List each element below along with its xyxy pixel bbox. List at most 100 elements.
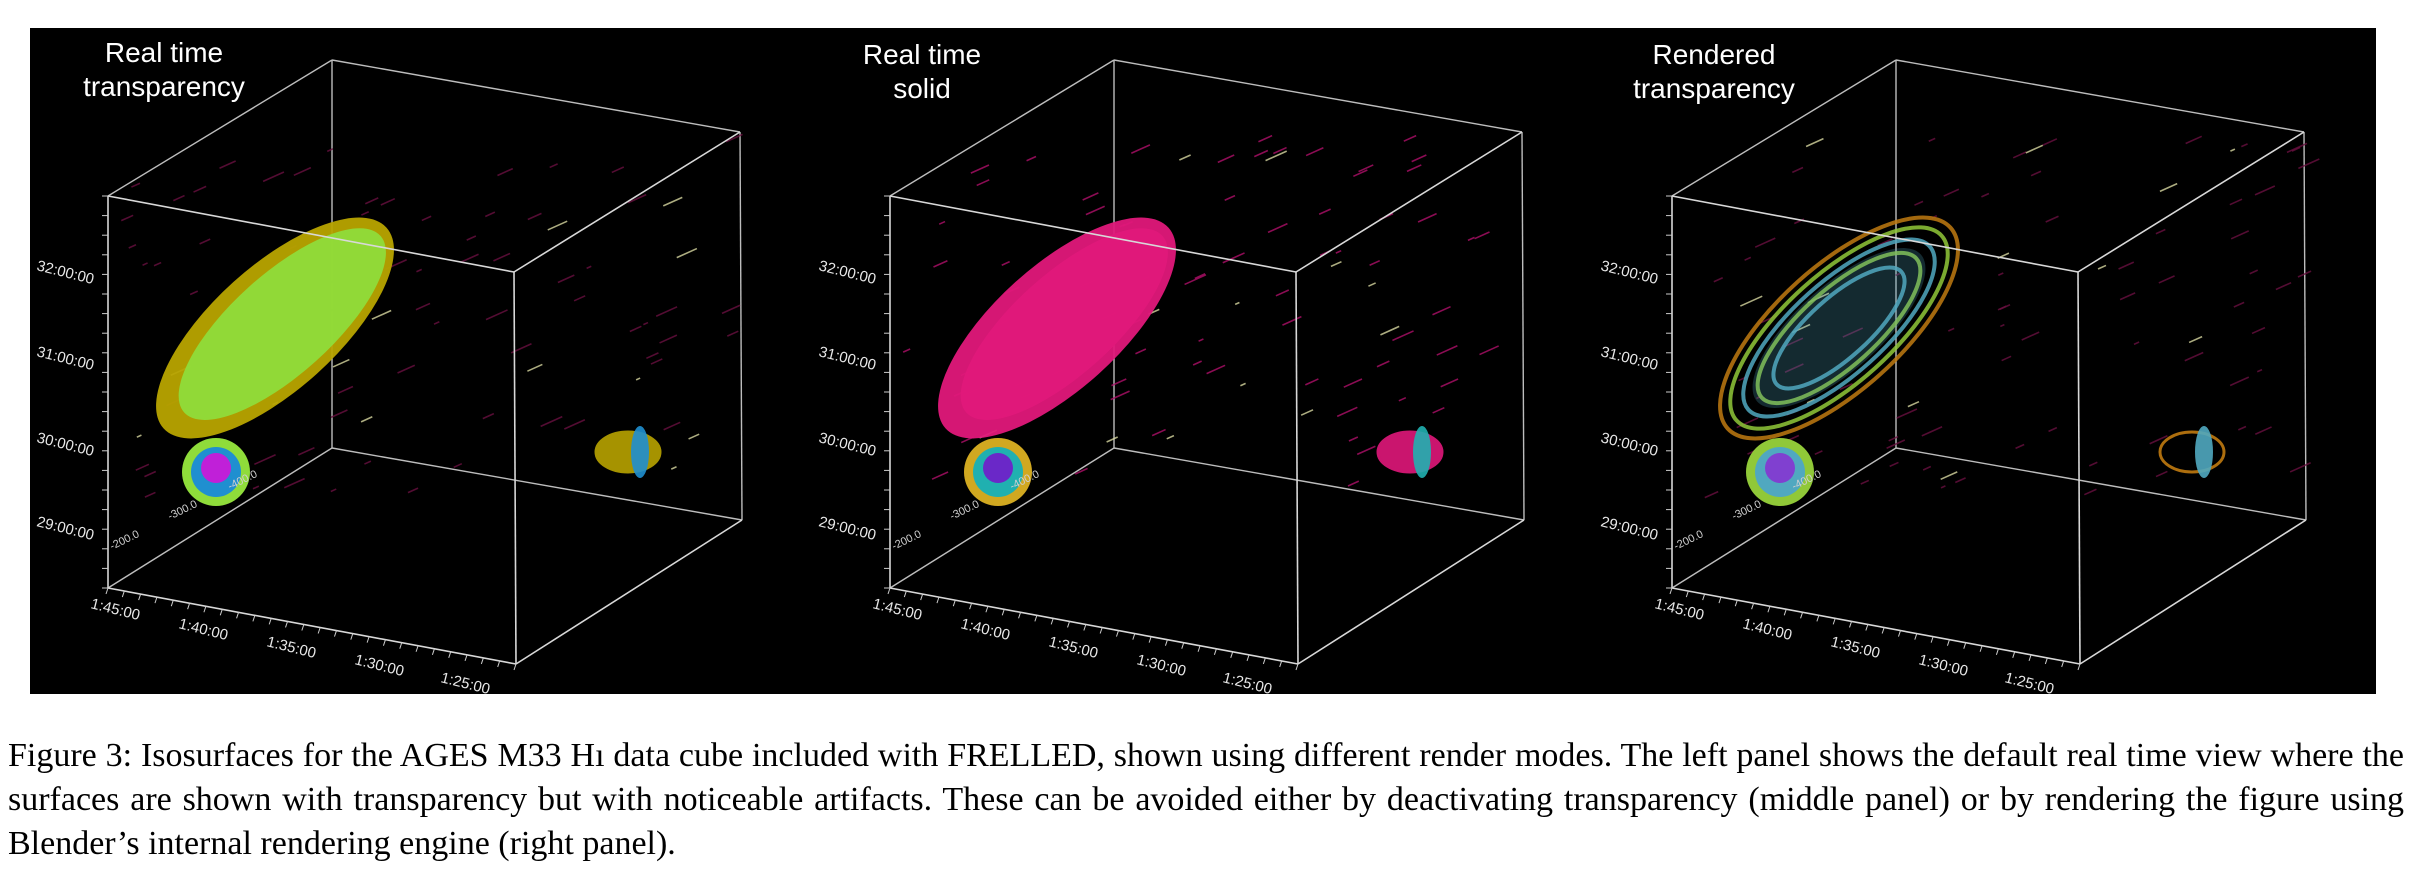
panel-real-time-solid: 32:00:00 31:00:00 30:00:00 29:00:00 1:45:00 1… [812, 28, 1594, 694]
cube-edge [1895, 447, 2307, 521]
x-tick-label: 1:30:00 [1135, 651, 1188, 680]
noise-streak [1860, 479, 1870, 485]
noise-streak [655, 306, 678, 317]
tick-mark [1213, 648, 1217, 655]
noise-streak [1791, 166, 1804, 174]
tick-mark [1050, 618, 1054, 625]
tick-mark [268, 618, 272, 625]
noise-streak [1392, 330, 1414, 342]
tick-mark [464, 654, 468, 662]
noise-streak [1082, 192, 1099, 201]
noise-streak [1074, 467, 1088, 475]
tick-mark [1898, 630, 1901, 637]
noise-streak [557, 274, 575, 284]
panel-title-line1: Real time [862, 39, 982, 70]
noise-streak [547, 220, 568, 231]
tick-mark [2012, 651, 2016, 658]
y-tick-label: 31:00:00 [817, 343, 878, 374]
noise-streak [2251, 326, 2266, 335]
noise-streak [527, 212, 542, 221]
noise-streak [1194, 273, 1206, 280]
noise-streak [1943, 188, 1960, 197]
panel-title: Real time transparency [44, 36, 284, 104]
noise-streak [364, 460, 372, 465]
noise-streak [2158, 275, 2175, 284]
noise-streak [1805, 137, 1824, 148]
tick-mark [219, 609, 223, 616]
caption-text: Figure 3: Isosurfaces for the AGES M33 H… [8, 737, 2404, 862]
cube-edge [1295, 131, 1523, 273]
noise-streak [1704, 490, 1719, 499]
noise-streak [1135, 348, 1147, 355]
cube-edge [2079, 519, 2307, 665]
side-shell [2158, 430, 2226, 474]
noise-streak [2233, 301, 2245, 308]
noise-streak [1947, 327, 1955, 332]
noise-streak [1954, 477, 1966, 484]
tick-mark [350, 633, 354, 640]
noise-streak [1467, 236, 1475, 242]
y-tick-label: 29:00:00 [35, 513, 96, 544]
noise-streak [970, 164, 990, 174]
noise-streak [2159, 182, 2178, 193]
noise-streak [397, 364, 416, 374]
side-projection [1376, 426, 1444, 478]
noise-streak [726, 330, 739, 337]
noise-streak [902, 348, 911, 353]
x-tick-label: 1:35:00 [265, 633, 318, 662]
panel-title: Rendered transparency [1594, 38, 1834, 106]
tick-mark [2028, 654, 2032, 662]
noise-streak [721, 304, 741, 315]
noise-streak [1330, 260, 1342, 268]
noise-streak [1474, 231, 1490, 240]
z-tick-label: -300.0 [948, 498, 981, 522]
noise-streak [219, 160, 236, 169]
noise-streak [933, 259, 948, 268]
noise-streak [1403, 134, 1417, 142]
tick-mark [203, 606, 207, 613]
noise-streak [650, 358, 663, 365]
tick-mark [301, 624, 305, 631]
noise-streak [2030, 170, 2042, 177]
noise-streak [337, 385, 354, 394]
noise-streak [1376, 360, 1390, 368]
x-tick-label: 1:45:00 [871, 595, 924, 624]
tick-mark [1685, 590, 1689, 598]
noise-streak [364, 197, 379, 205]
cube-edge [107, 447, 333, 589]
tick-mark [1197, 645, 1201, 652]
noise-streak [1940, 485, 1946, 489]
noise-streak [2149, 434, 2168, 445]
x-tick-label: 1:40:00 [1741, 615, 1794, 644]
noise-streak [1151, 428, 1166, 437]
noise-streak [262, 171, 285, 183]
noise-streak [586, 265, 592, 270]
noise-streak [549, 163, 558, 169]
cube-edge [107, 59, 333, 197]
y-tick-label: 30:00:00 [817, 429, 878, 460]
noise-streak [2256, 368, 2263, 373]
noise-streak [453, 462, 463, 469]
cube-plot: 32:00:00 31:00:00 30:00:00 29:00:00 1:45:00 1… [1599, 59, 2320, 694]
tick-mark [1865, 624, 1869, 631]
noise-streak [189, 290, 199, 296]
tick-mark [1099, 627, 1103, 634]
noise-streak [1300, 409, 1314, 416]
noise-streak [252, 485, 260, 490]
noise-streak [938, 220, 946, 225]
panel-title-line2: transparency [83, 71, 245, 102]
panel-title: Real time solid [802, 38, 1042, 106]
tick-mark [1116, 630, 1119, 637]
noise-streak [1895, 272, 1901, 277]
cube-edge [889, 59, 1115, 197]
noise-streak [2133, 341, 2140, 346]
cube-edge [1297, 519, 1525, 665]
noise-streak [433, 321, 440, 325]
noise-streak [371, 309, 392, 320]
tick-mark [1083, 624, 1087, 631]
noise-streak [2275, 281, 2292, 291]
cube-edge [1671, 59, 1897, 197]
tick-mark [317, 627, 321, 634]
noise-streak [2240, 143, 2248, 148]
noise-streak [1999, 323, 2005, 328]
